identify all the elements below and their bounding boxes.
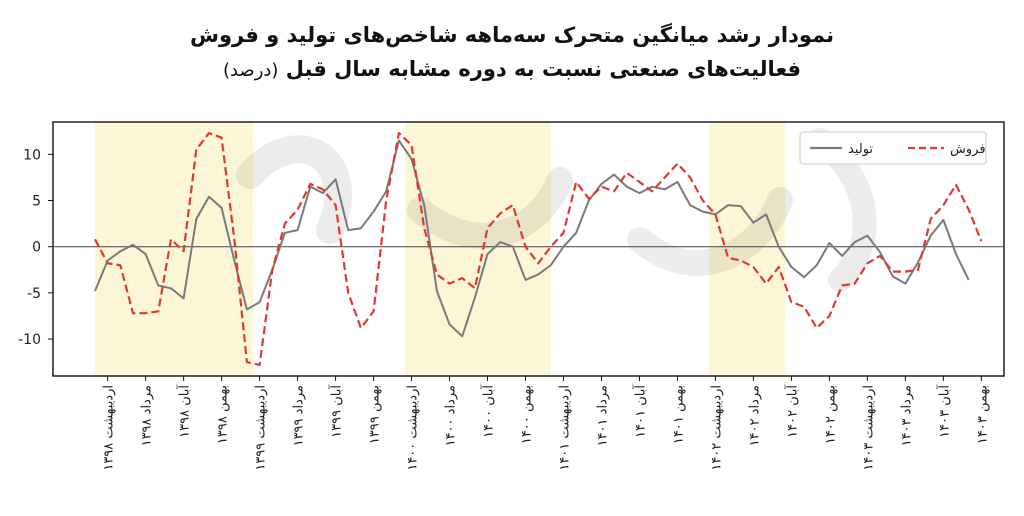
x-tick-label: اردیبهشت ۱۳۹۹ bbox=[254, 385, 269, 471]
x-tick-label: بهمن ۱۳۹۹ bbox=[368, 385, 383, 444]
x-tick-label: اردیبهشت ۱۳۹۸ bbox=[102, 385, 117, 471]
legend: تولید فروش bbox=[799, 131, 987, 165]
x-tick-label: بهمن ۱۴۰۰ bbox=[520, 385, 535, 444]
x-tick-label: مرداد ۱۴۰۰ bbox=[444, 385, 459, 446]
x-tick-label: مرداد ۱۴۰۱ bbox=[595, 385, 610, 446]
y-tick-label: 5 bbox=[32, 194, 41, 210]
x-tick-label: اردیبهشت ۱۴۰۳ bbox=[861, 385, 876, 471]
axes: 10 5 0 -5 -10 bbox=[18, 121, 1005, 377]
legend-box bbox=[799, 131, 987, 165]
chart-subtitle-text: فعالیت‌های صنعتی نسبت به دوره مشابه سال … bbox=[285, 57, 802, 81]
x-tick-label: آبان ۱۴۰۳ bbox=[935, 384, 952, 438]
x-tick-label: اردیبهشت ۱۴۰۰ bbox=[406, 385, 421, 471]
x-tick-labels: اردیبهشت ۱۳۹۸ مرداد ۱۳۹۸ آبان ۱۳۹۸ بهمن ۱۳۹… bbox=[102, 376, 990, 471]
series-line-1 bbox=[94, 132, 983, 366]
legend-label-sales: فروش bbox=[950, 142, 986, 157]
series-lines bbox=[94, 132, 983, 366]
x-tick-label: بهمن ۱۴۰۱ bbox=[671, 385, 686, 444]
chart-title: نمودار رشد میانگین متحرک سه‌ماهه شاخص‌ها… bbox=[190, 23, 834, 47]
series-line-0 bbox=[94, 139, 970, 338]
y-tick-label: 10 bbox=[23, 147, 41, 163]
x-tick-label: بهمن ۱۳۹۸ bbox=[216, 385, 231, 444]
plot-frame bbox=[52, 121, 1005, 377]
x-tick-label: مرداد ۱۳۹۹ bbox=[292, 385, 307, 446]
legend-label-production: تولید bbox=[848, 142, 873, 157]
shaded-period-0 bbox=[95, 122, 254, 376]
x-tick-label: مرداد ۱۳۹۸ bbox=[140, 385, 155, 446]
x-tick-label: آبان ۱۴۰۱ bbox=[631, 384, 648, 438]
x-tick-label: بهمن ۱۴۰۲ bbox=[823, 385, 838, 444]
x-tick-label: اردیبهشت ۱۴۰۲ bbox=[709, 385, 724, 471]
shaded-period-2 bbox=[709, 122, 786, 376]
x-tick-label: مرداد ۱۴۰۲ bbox=[747, 385, 762, 446]
x-tick-label: آبان ۱۳۹۸ bbox=[176, 384, 193, 438]
y-tick-label: -10 bbox=[18, 332, 41, 348]
chart-unit: (درصد) bbox=[222, 60, 279, 81]
y-tick-label: -5 bbox=[27, 286, 41, 302]
chart-title-block: نمودار رشد میانگین متحرک سه‌ماهه شاخص‌ها… bbox=[0, 18, 1024, 88]
x-tick-label: مرداد ۱۴۰۳ bbox=[899, 385, 914, 446]
y-tick-label: 0 bbox=[32, 240, 41, 256]
shaded-period-1 bbox=[405, 122, 551, 376]
x-tick-label: آبان ۱۴۰۲ bbox=[783, 384, 800, 438]
shaded-periods bbox=[95, 122, 786, 376]
x-tick-label: آبان ۱۴۰۰ bbox=[480, 384, 497, 438]
x-tick-label: آبان ۱۳۹۹ bbox=[328, 384, 345, 438]
chart-subtitle: فعالیت‌های صنعتی نسبت به دوره مشابه سال … bbox=[0, 52, 1024, 88]
x-tick-label: اردیبهشت ۱۴۰۱ bbox=[557, 385, 572, 471]
x-tick-label: بهمن ۱۴۰۳ bbox=[975, 385, 990, 444]
